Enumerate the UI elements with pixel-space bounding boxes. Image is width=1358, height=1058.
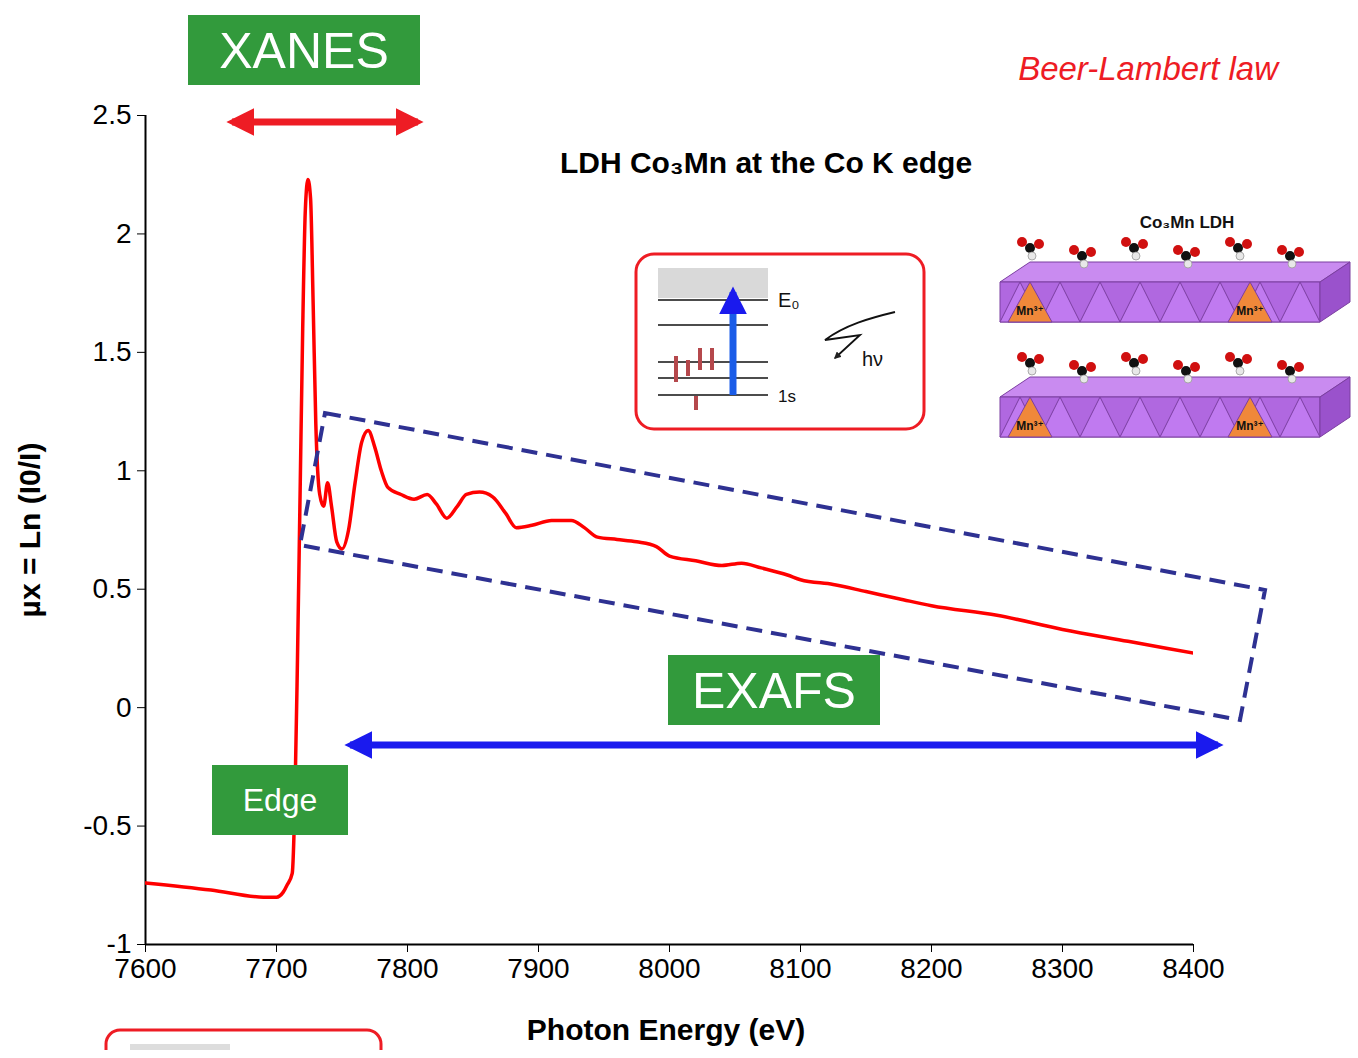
svg-text:Mn³⁺: Mn³⁺ [1236,419,1264,433]
svg-text:1s: 1s [778,387,796,406]
svg-text:Photon Energy (eV): Photon Energy (eV) [527,1013,805,1046]
svg-text:8100: 8100 [769,953,831,984]
svg-text:8400: 8400 [1162,953,1224,984]
svg-text:Mn³⁺: Mn³⁺ [1016,419,1044,433]
svg-text:Edge: Edge [243,782,318,818]
svg-text:EXAFS: EXAFS [692,663,856,719]
svg-text:0.5: 0.5 [93,573,132,604]
svg-text:7600: 7600 [114,953,177,985]
svg-text:Beer-Lambert law: Beer-Lambert law [1018,50,1280,87]
svg-text:7700: 7700 [245,953,307,984]
svg-text:-1: -1 [107,928,132,959]
svg-text:LDH Co₃Mn at the Co K edge: LDH Co₃Mn at the Co K edge [560,146,972,179]
svg-text:E₀: E₀ [778,289,800,311]
svg-text:7900: 7900 [507,953,569,984]
svg-text:2.5: 2.5 [93,99,132,130]
svg-text:Mn³⁺: Mn³⁺ [1016,304,1044,318]
svg-text:8000: 8000 [638,953,700,984]
svg-text:7800: 7800 [376,953,438,984]
svg-text:hν: hν [862,348,883,370]
svg-text:8300: 8300 [1031,953,1093,984]
svg-text:XANES: XANES [219,23,389,79]
svg-text:2: 2 [116,218,132,249]
svg-text:µx = Ln (I0/I): µx = Ln (I0/I) [13,443,46,618]
svg-text:1.5: 1.5 [93,336,132,367]
svg-text:Mn³⁺: Mn³⁺ [1236,304,1264,318]
svg-text:-0.5: -0.5 [83,810,131,841]
svg-text:Co₃Mn LDH: Co₃Mn LDH [1140,213,1235,232]
svg-text:8200: 8200 [900,953,962,984]
svg-text:1: 1 [116,455,132,486]
svg-text:0: 0 [116,692,132,723]
